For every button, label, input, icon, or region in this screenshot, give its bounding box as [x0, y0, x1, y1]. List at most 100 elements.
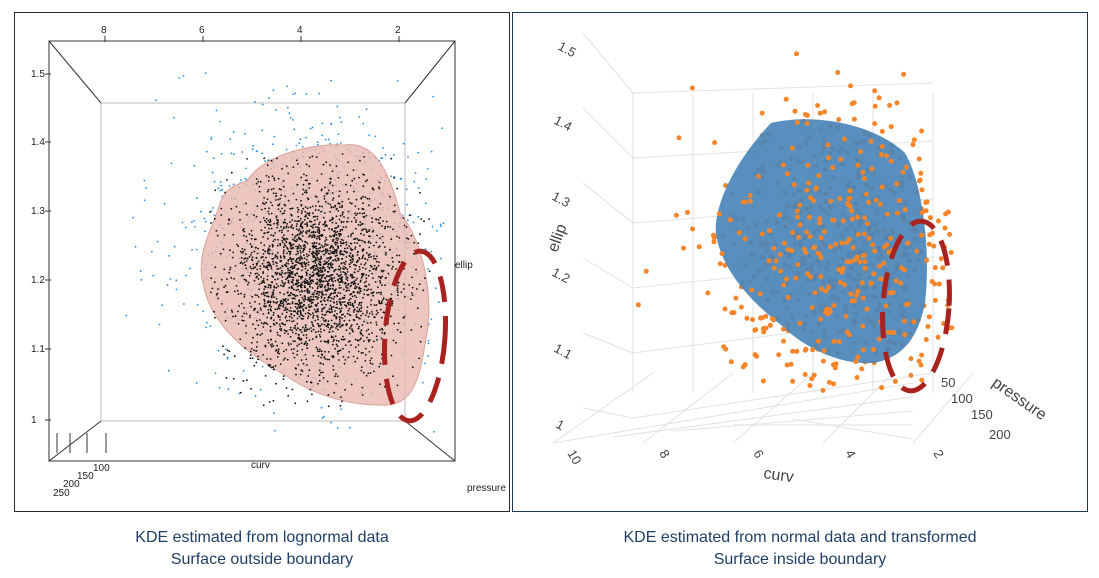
- left-black-point: [293, 327, 295, 329]
- left-black-point: [316, 226, 319, 229]
- left-black-point: [249, 254, 252, 256]
- right-orange-point: [932, 297, 938, 303]
- left-black-point: [329, 249, 332, 252]
- left-black-point: [303, 173, 305, 176]
- left-blue-point: [220, 152, 223, 155]
- left-black-point: [311, 393, 313, 396]
- left-black-point: [323, 286, 326, 289]
- left-black-point: [275, 215, 278, 218]
- left-black-point: [304, 298, 307, 301]
- left-black-point: [359, 224, 362, 227]
- left-black-point: [300, 306, 303, 309]
- left-black-point: [325, 280, 327, 282]
- left-black-point: [348, 263, 351, 266]
- left-black-point: [298, 233, 301, 236]
- left-black-point: [269, 218, 272, 221]
- left-black-point: [321, 354, 324, 356]
- left-black-point: [358, 286, 361, 289]
- left-black-point: [281, 207, 283, 210]
- left-caption: KDE estimated from lognormal data Surfac…: [14, 527, 510, 571]
- right-boundary-highlight: [880, 218, 952, 394]
- left-black-point: [299, 217, 302, 220]
- right-orange-point: [863, 191, 869, 197]
- left-black-point: [277, 208, 280, 211]
- left-black-point: [359, 290, 362, 292]
- left-black-point: [312, 212, 314, 215]
- left-black-point: [331, 216, 334, 219]
- left-black-point: [311, 312, 314, 315]
- left-black-point: [289, 253, 291, 256]
- left-black-point: [386, 264, 389, 266]
- left-black-point: [392, 261, 394, 263]
- left-black-point: [349, 252, 352, 255]
- right-grid-line: [582, 32, 634, 94]
- left-black-point: [275, 382, 277, 385]
- left-black-point: [361, 366, 363, 368]
- left-black-point: [286, 303, 289, 306]
- left-blue-point: [275, 109, 277, 111]
- left-black-point: [332, 298, 335, 300]
- left-black-point: [259, 307, 262, 309]
- left-blue-point: [317, 141, 319, 144]
- right-orange-point: [943, 211, 949, 217]
- left-black-point: [327, 263, 330, 266]
- left-black-point: [327, 320, 330, 323]
- left-black-point: [367, 339, 370, 341]
- left-black-point: [333, 242, 336, 244]
- left-black-point: [263, 281, 266, 284]
- left-black-point: [274, 308, 277, 311]
- left-black-point: [279, 255, 282, 257]
- left-black-point: [326, 280, 329, 283]
- left-black-point: [312, 296, 315, 298]
- left-black-point: [384, 277, 387, 279]
- left-black-point: [318, 223, 320, 226]
- left-black-point: [278, 323, 281, 326]
- right-orange-point: [756, 173, 762, 179]
- right-orange-point: [918, 170, 924, 176]
- right-orange-point: [862, 215, 868, 221]
- left-black-point: [355, 198, 358, 201]
- left-black-point: [335, 339, 338, 342]
- left-black-point: [263, 232, 266, 234]
- left-black-point: [265, 201, 267, 204]
- left-black-point: [322, 299, 325, 301]
- left-black-point: [276, 224, 279, 226]
- left-black-point: [376, 234, 378, 237]
- left-black-point: [306, 225, 309, 228]
- left-black-point: [272, 260, 274, 263]
- left-black-point: [232, 251, 235, 254]
- left-black-point: [318, 221, 321, 224]
- left-blue-point: [212, 207, 215, 209]
- left-black-point: [296, 223, 298, 225]
- left-black-point: [310, 275, 313, 278]
- left-black-point: [275, 195, 277, 198]
- left-black-point: [346, 191, 349, 193]
- left-black-point: [296, 261, 299, 264]
- left-black-point: [350, 235, 352, 237]
- left-black-point: [324, 240, 326, 243]
- right-orange-point: [902, 332, 908, 338]
- left-black-point: [276, 331, 279, 334]
- left-black-point: [268, 304, 271, 306]
- left-black-point: [297, 327, 299, 330]
- right-orange-point: [783, 96, 789, 102]
- left-black-point: [325, 275, 328, 277]
- left-black-point: [327, 202, 330, 205]
- left-black-point: [285, 348, 288, 351]
- left-black-point: [305, 262, 308, 265]
- left-black-point: [302, 207, 305, 210]
- left-black-point: [397, 291, 399, 294]
- left-black-point: [371, 272, 374, 275]
- left-black-point: [409, 298, 412, 300]
- left-black-point: [321, 303, 324, 306]
- left-black-point: [287, 298, 289, 301]
- left-black-point: [269, 344, 272, 347]
- right-orange-point: [742, 362, 748, 368]
- left-black-point: [257, 324, 260, 327]
- left-black-point: [323, 329, 326, 332]
- right-orange-point: [790, 230, 795, 235]
- left-black-point: [314, 319, 317, 322]
- left-blue-point: [289, 116, 292, 119]
- right-orange-point: [807, 234, 813, 239]
- left-black-point: [266, 190, 269, 193]
